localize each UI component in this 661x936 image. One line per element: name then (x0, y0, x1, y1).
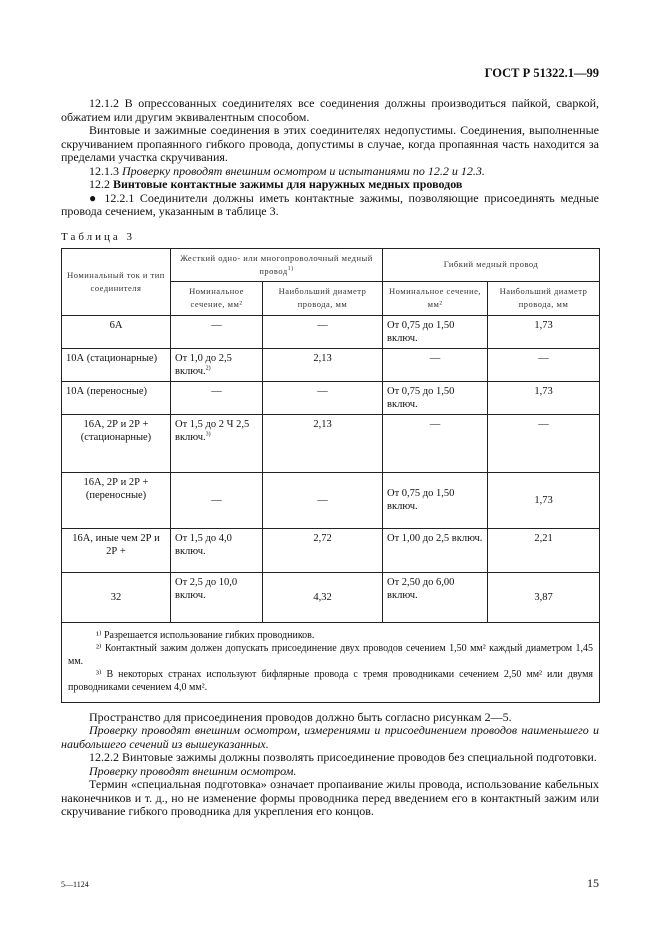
cell-rigid-diameter: — (261, 314, 384, 349)
cell-rigid-diameter: 4,32 (261, 571, 384, 623)
page-number: 15 (587, 876, 599, 890)
paragraph-12-2-2: 12.2.2 Винтовые зажимы должны позволять … (89, 750, 597, 764)
header-flexible-wire: Гибкий медный провод (382, 247, 601, 282)
cell-rigid-section: — (170, 314, 263, 349)
cell-rigid-diameter: — (261, 380, 384, 415)
cell-rigid-section: — (170, 471, 263, 529)
cell-type: 16А, 2Р и 2Р + (переносные) (61, 471, 171, 529)
section-title: Винтовые контактные зажимы для наружных … (113, 177, 463, 191)
footnote-3: ³⁾ В некоторых странах используют бифляр… (68, 668, 594, 693)
table-footnotes: ¹⁾ Разрешается использование гибких пров… (60, 621, 601, 703)
cell-flex-section: От 2,50 до 6,00 включ. (382, 571, 489, 623)
cell-type: 16А, 2Р и 2Р + (стационарные) (61, 413, 171, 473)
cell-rigid-diameter: — (261, 471, 384, 529)
table-row: 6А — — От 0,75 до 1,50 включ. 1,73 (61, 314, 601, 349)
cell-type: 16А, иные чем 2Р и 2Р + (61, 527, 171, 573)
table-row: 32 От 2,5 до 10,0 включ. 4,32 От 2,50 до… (61, 571, 601, 623)
page-body: 12.1.2 В опрессованных соединителях все … (60, 96, 601, 819)
sheet-number: 5—1124 (61, 880, 89, 889)
table-row: 16А, иные чем 2Р и 2Р + От 1,5 до 4,0 вк… (61, 527, 601, 573)
paragraph-screw-connections: Винтовые и зажимные соединения в этих со… (61, 123, 599, 164)
cell-type: 32 (61, 571, 171, 623)
paragraph-check-1: Проверку проводят внешним осмотром, изме… (61, 723, 599, 751)
cell-flex-section: — (382, 347, 489, 382)
cell-rigid-diameter: 2,13 (261, 347, 384, 382)
cell-type: 10А (стационарные) (61, 347, 171, 382)
paragraph-12-2-1: ● 12.2.1 Соединители должны иметь контак… (61, 190, 599, 218)
paragraph-12-1-2: 12.1.2 В опрессованных соединителях все … (61, 96, 599, 124)
header-flex-diameter: Наибольший диаметр провода, мм (487, 280, 601, 316)
cell-flex-diameter: 1,73 (487, 314, 601, 349)
cell-flex-diameter: 2,21 (487, 527, 601, 573)
table-row: 16А, 2Р и 2Р + (переносные) — — От 0,75 … (61, 471, 601, 529)
cell-flex-section: От 0,75 до 1,50 включ. (382, 380, 489, 415)
cell-flex-diameter: 1,73 (487, 380, 601, 415)
cell-rigid-section: — (170, 380, 263, 415)
section-12-2-heading: 12.2 Винтовые контактные зажимы для нару… (61, 177, 599, 192)
cell-rigid-diameter: 2,72 (261, 527, 384, 573)
cell-flex-section: От 0,75 до 1,50 включ. (382, 314, 489, 349)
header-rigid-wire: Жесткий одно- или многопроволочный медны… (169, 247, 384, 282)
paragraph-special-preparation: Термин «специальная подготовка» означает… (61, 777, 599, 818)
footnote-2: ²⁾ Контактный зажим должен допускать при… (68, 642, 594, 667)
paragraph-check-2: Проверку проводят внешним осмотром. (89, 763, 297, 778)
table-caption: Таблица 3 (61, 230, 136, 243)
header-rigid-diameter: Наибольший диаметр провода, мм (261, 280, 384, 316)
cell-rigid-section: От 1,5 до 4,0 включ. (170, 527, 263, 573)
table-row: 10А (стационарные) От 1,0 до 2,5 включ.2… (61, 347, 601, 382)
cell-flex-section: От 0,75 до 1,50 включ. (382, 471, 489, 529)
cell-flex-diameter: — (487, 413, 601, 473)
cell-rigid-section: От 1,0 до 2,5 включ.2) (170, 347, 263, 382)
document-id: ГОСТ Р 51322.1—99 (484, 66, 599, 80)
header-flex-section: Номинальное сечение, мм² (382, 280, 489, 316)
cell-type: 10А (переносные) (61, 380, 171, 415)
clause-text: Проверку проводят внешним осмотром и исп… (122, 163, 485, 178)
cell-flex-diameter: 1,73 (487, 471, 601, 529)
table-row: 16А, 2Р и 2Р + (стационарные) От 1,5 до … (61, 413, 601, 473)
footnote-1: ¹⁾ Разрешается использование гибких пров… (96, 629, 315, 641)
table-row: 10А (переносные) — — От 0,75 до 1,50 вкл… (61, 380, 601, 415)
paragraph-12-1-3: 12.1.3 Проверку проводят внешним осмотро… (61, 163, 599, 179)
paragraph-space: Пространство для присоединения проводов … (89, 709, 512, 724)
cell-rigid-diameter: 2,13 (261, 413, 384, 473)
header-rigid-section: Номинальное сечение, мм² (170, 280, 263, 316)
header-rated-current: Номинальный ток и тип соединителя (61, 247, 171, 316)
clause-number: 12.2 (89, 177, 110, 191)
table-3: Номинальный ток и тип соединителя Жестки… (60, 247, 601, 703)
cell-flex-section: От 1,00 до 2,5 включ. (382, 527, 489, 573)
cell-rigid-section: От 1,5 до 2 Ч 2,5 включ.3) (170, 413, 263, 473)
cell-type: 6А (61, 314, 171, 349)
cell-rigid-section: От 2,5 до 10,0 включ. (170, 571, 263, 623)
cell-flex-diameter: — (487, 347, 601, 382)
clause-number: 12.1.3 (89, 163, 119, 178)
cell-flex-section: — (382, 413, 489, 473)
cell-flex-diameter: 3,87 (487, 571, 601, 623)
